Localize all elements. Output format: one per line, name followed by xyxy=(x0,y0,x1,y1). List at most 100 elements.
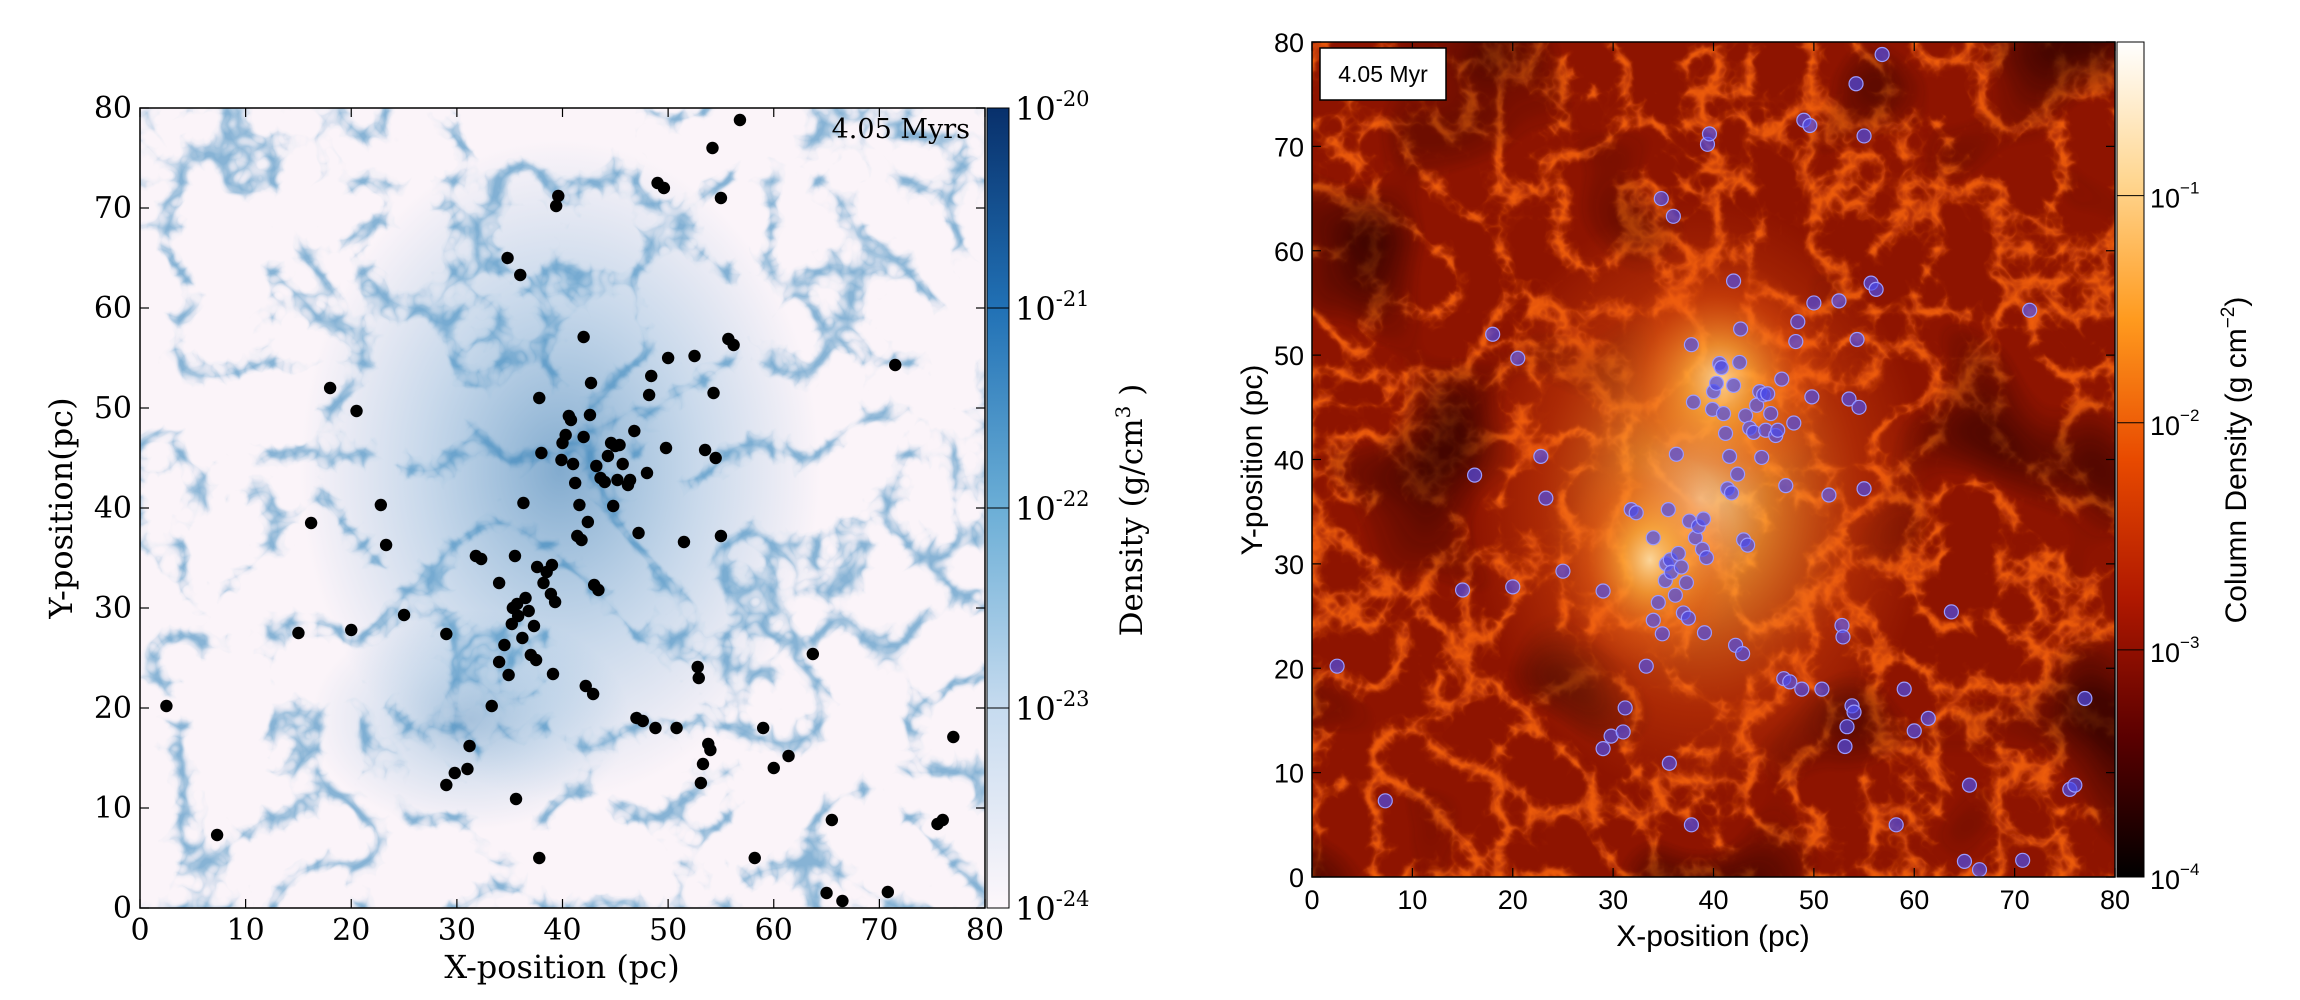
right-sink-particle xyxy=(1971,862,1988,877)
left-sink-particle xyxy=(704,743,717,757)
left-y-tick-label: 80 xyxy=(94,91,132,126)
left-sink-particle xyxy=(696,757,710,771)
right-sink-particle xyxy=(1696,625,1713,641)
right-sink-particle xyxy=(1835,629,1851,645)
right-y-tick-label: 70 xyxy=(1274,132,1304,162)
left-sink-particle xyxy=(632,526,645,540)
left-sink-particle xyxy=(607,499,620,513)
left-colorbar-tick-exponent: -24 xyxy=(1056,887,1090,911)
left-sink-particle xyxy=(581,515,595,529)
left-sink-particle xyxy=(546,667,560,681)
right-sink-particle xyxy=(1760,386,1776,402)
right-sink-particle xyxy=(1695,511,1712,527)
left-sink-particle xyxy=(714,191,728,205)
left-sink-particle xyxy=(397,608,411,622)
left-sink-particle xyxy=(628,424,641,438)
left-colorbar-tick-exponent: -23 xyxy=(1056,687,1090,711)
left-sink-particle xyxy=(440,778,453,792)
left-sink-particle xyxy=(642,388,656,402)
left-sink-particle xyxy=(492,576,506,590)
left-sink-particle xyxy=(559,428,572,442)
right-sink-particle xyxy=(1943,604,1959,620)
right-sink-particle xyxy=(1735,646,1751,662)
left-sink-particle xyxy=(514,268,527,282)
right-sink-particle xyxy=(1683,337,1700,353)
left-sink-particle xyxy=(881,885,895,899)
left-time-label: 4.05 Myrs xyxy=(832,114,970,145)
left-sink-particle xyxy=(649,721,662,735)
right-x-axis-label: X-position (pc) xyxy=(1616,920,1809,953)
right-sink-particle xyxy=(1794,681,1810,697)
right-sink-particle xyxy=(1848,76,1864,92)
left-sink-particle xyxy=(889,358,902,372)
left-sink-particle xyxy=(836,894,849,908)
right-y-tick-label: 40 xyxy=(1274,446,1304,476)
left-sink-particle xyxy=(613,438,626,452)
left-sink-particle xyxy=(530,560,544,574)
right-sink-particle xyxy=(1667,587,1683,603)
left-sink-particle xyxy=(692,671,705,685)
right-sink-particle xyxy=(1645,530,1661,546)
left-sink-particle xyxy=(645,369,658,383)
left-colorbar-label-sup: 3 xyxy=(1111,406,1135,419)
right-y-tick-label: 10 xyxy=(1274,759,1304,789)
right-y-tick-label: 80 xyxy=(1274,28,1304,58)
left-sink-particle xyxy=(688,349,701,363)
left-sink-particle xyxy=(577,330,590,344)
right-sink-particle xyxy=(1725,377,1742,393)
right-sink-particle xyxy=(1628,505,1644,521)
left-sink-particle xyxy=(936,813,949,827)
left-sink-particle xyxy=(555,453,568,467)
left-sink-particle xyxy=(748,851,761,865)
right-colorbar-tick-exponent: −4 xyxy=(2180,860,2199,879)
left-x-tick-label: 40 xyxy=(543,913,581,948)
left-sink-particle xyxy=(323,381,337,395)
left-sink-particle xyxy=(545,558,559,572)
left-sink-particle xyxy=(463,739,476,753)
right-sink-particle xyxy=(1595,741,1611,757)
right-sink-particle xyxy=(1790,314,1806,330)
right-sink-particle xyxy=(1665,208,1681,224)
left-colorbar-label: Density (g/cm3 ) xyxy=(1111,384,1150,637)
left-colorbar-tick-label: 10-21 xyxy=(1015,287,1090,328)
right-colorbar xyxy=(2117,42,2144,877)
right-colorbar-tick-label: 10−3 xyxy=(2150,633,2199,668)
left-y-tick-label: 70 xyxy=(94,191,132,226)
left-colorbar-tick-exponent: -22 xyxy=(1056,487,1090,511)
left-sink-particle xyxy=(583,408,597,422)
right-sink-particle xyxy=(1896,681,1912,697)
right-sink-particle xyxy=(1738,408,1754,424)
left-y-axis-label: Y-position(pc) xyxy=(42,397,80,619)
left-colorbar-tick-base: 10 xyxy=(1015,890,1056,928)
right-sink-particle xyxy=(1638,658,1654,674)
left-sink-particle xyxy=(474,552,488,566)
left-sink-particle xyxy=(670,721,683,735)
left-x-tick-label: 50 xyxy=(649,913,687,948)
left-x-tick-label: 20 xyxy=(332,913,370,948)
right-sink-particle xyxy=(1782,674,1798,690)
left-sink-particle xyxy=(537,576,550,590)
right-sink-particle xyxy=(1653,190,1669,207)
right-x-tick-label: 30 xyxy=(1598,885,1628,915)
left-sink-particle xyxy=(508,549,522,563)
right-y-tick-label: 0 xyxy=(1289,863,1304,893)
left-sink-particle xyxy=(160,699,173,713)
left-sink-particle xyxy=(584,376,598,390)
left-sink-particle xyxy=(640,466,654,480)
left-sink-particle xyxy=(529,653,543,667)
right-sink-particle xyxy=(1660,502,1676,518)
left-sink-particle xyxy=(527,619,541,633)
right-sink-particle xyxy=(1920,710,1936,726)
right-colorbar-label-sup: −2 xyxy=(2218,307,2239,329)
right-column-density-panel: 0 10 20 30 40 50 60 70 80 0 10 20 30 40 50 60 70 80 4.05 … xyxy=(1236,28,2253,953)
left-x-tick-label: 0 xyxy=(130,913,149,948)
left-x-tick-label: 30 xyxy=(438,913,476,948)
left-sink-particle xyxy=(502,668,515,682)
right-sink-particle xyxy=(1701,126,1718,142)
right-sink-particle xyxy=(1510,350,1526,366)
right-x-tick-label: 50 xyxy=(1799,885,1829,915)
left-sink-particle xyxy=(552,189,565,203)
left-sink-particle xyxy=(698,443,712,457)
left-sink-particle xyxy=(519,591,532,605)
left-sink-particle xyxy=(461,762,474,776)
